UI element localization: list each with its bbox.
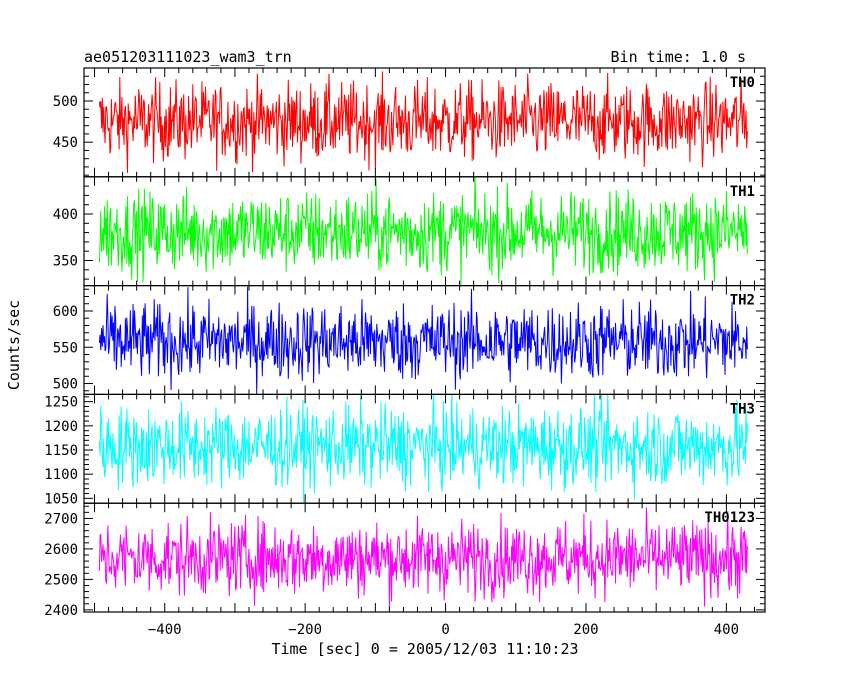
- panel-label-th1: TH1: [730, 184, 755, 200]
- y-tick-label: 1200: [44, 419, 78, 435]
- panel-label-th0: TH0: [730, 75, 755, 91]
- x-axis-label: Time [sec] 0 = 2005/12/03 11:10:23: [271, 640, 578, 658]
- x-tick-label: 400: [714, 622, 739, 638]
- y-tick-label: 450: [53, 135, 78, 151]
- y-tick-label: 2700: [44, 511, 78, 527]
- y-tick-label: 2600: [44, 542, 78, 558]
- y-tick-label: 1050: [44, 491, 78, 507]
- panels-group: 450 500 TH0 350 400 TH1 500 550 600 TH2 1050 1100 11…: [44, 67, 766, 619]
- y-axis-label: Counts/sec: [5, 300, 23, 390]
- x-tick-label: 200: [573, 622, 598, 638]
- series-th2: [98, 286, 748, 394]
- y-tick-label: 350: [53, 253, 78, 269]
- y-tick-label: 500: [53, 377, 78, 393]
- chart-title: ae051203111023_wam3_trn: [84, 48, 292, 66]
- panel-frame: [83, 393, 766, 504]
- panel-th3: 1050 1100 1150 1200 1250 TH3: [44, 393, 766, 507]
- y-tick-label: 2400: [44, 603, 78, 619]
- y-tick-label: 1100: [44, 467, 78, 483]
- panel-th1: 350 400 TH1: [53, 176, 766, 287]
- panel-label-th0123: TH0123: [704, 510, 755, 526]
- series-th0123: [98, 507, 748, 610]
- panel-label-th3: TH3: [730, 401, 755, 417]
- panel-th0: 450 500 TH0: [53, 67, 766, 178]
- y-tick-label: 550: [53, 340, 78, 356]
- x-tick-label: −200: [288, 622, 322, 638]
- series-th1: [98, 176, 748, 285]
- x-tick-label: 0: [441, 622, 449, 638]
- x-tick-label: −400: [148, 622, 182, 638]
- series-th0: [98, 71, 748, 173]
- bin-time-label: Bin time: 1.0 s: [611, 48, 746, 66]
- y-tick-label: 500: [53, 94, 78, 110]
- panel-th0123: 2400 2500 2600 2700 TH0123: [44, 502, 766, 619]
- x-axis: −400 −200 0 200 400: [148, 622, 739, 638]
- series-th3: [98, 394, 748, 504]
- panel-frame: [83, 502, 766, 613]
- y-tick-label: 1150: [44, 443, 78, 459]
- y-tick-label: 600: [53, 304, 78, 320]
- panel-label-th2: TH2: [730, 293, 755, 309]
- y-tick-label: 1250: [44, 395, 78, 411]
- y-tick-label: 400: [53, 207, 78, 223]
- y-tick-label: 2500: [44, 572, 78, 588]
- panel-th2: 500 550 600 TH2: [53, 285, 766, 396]
